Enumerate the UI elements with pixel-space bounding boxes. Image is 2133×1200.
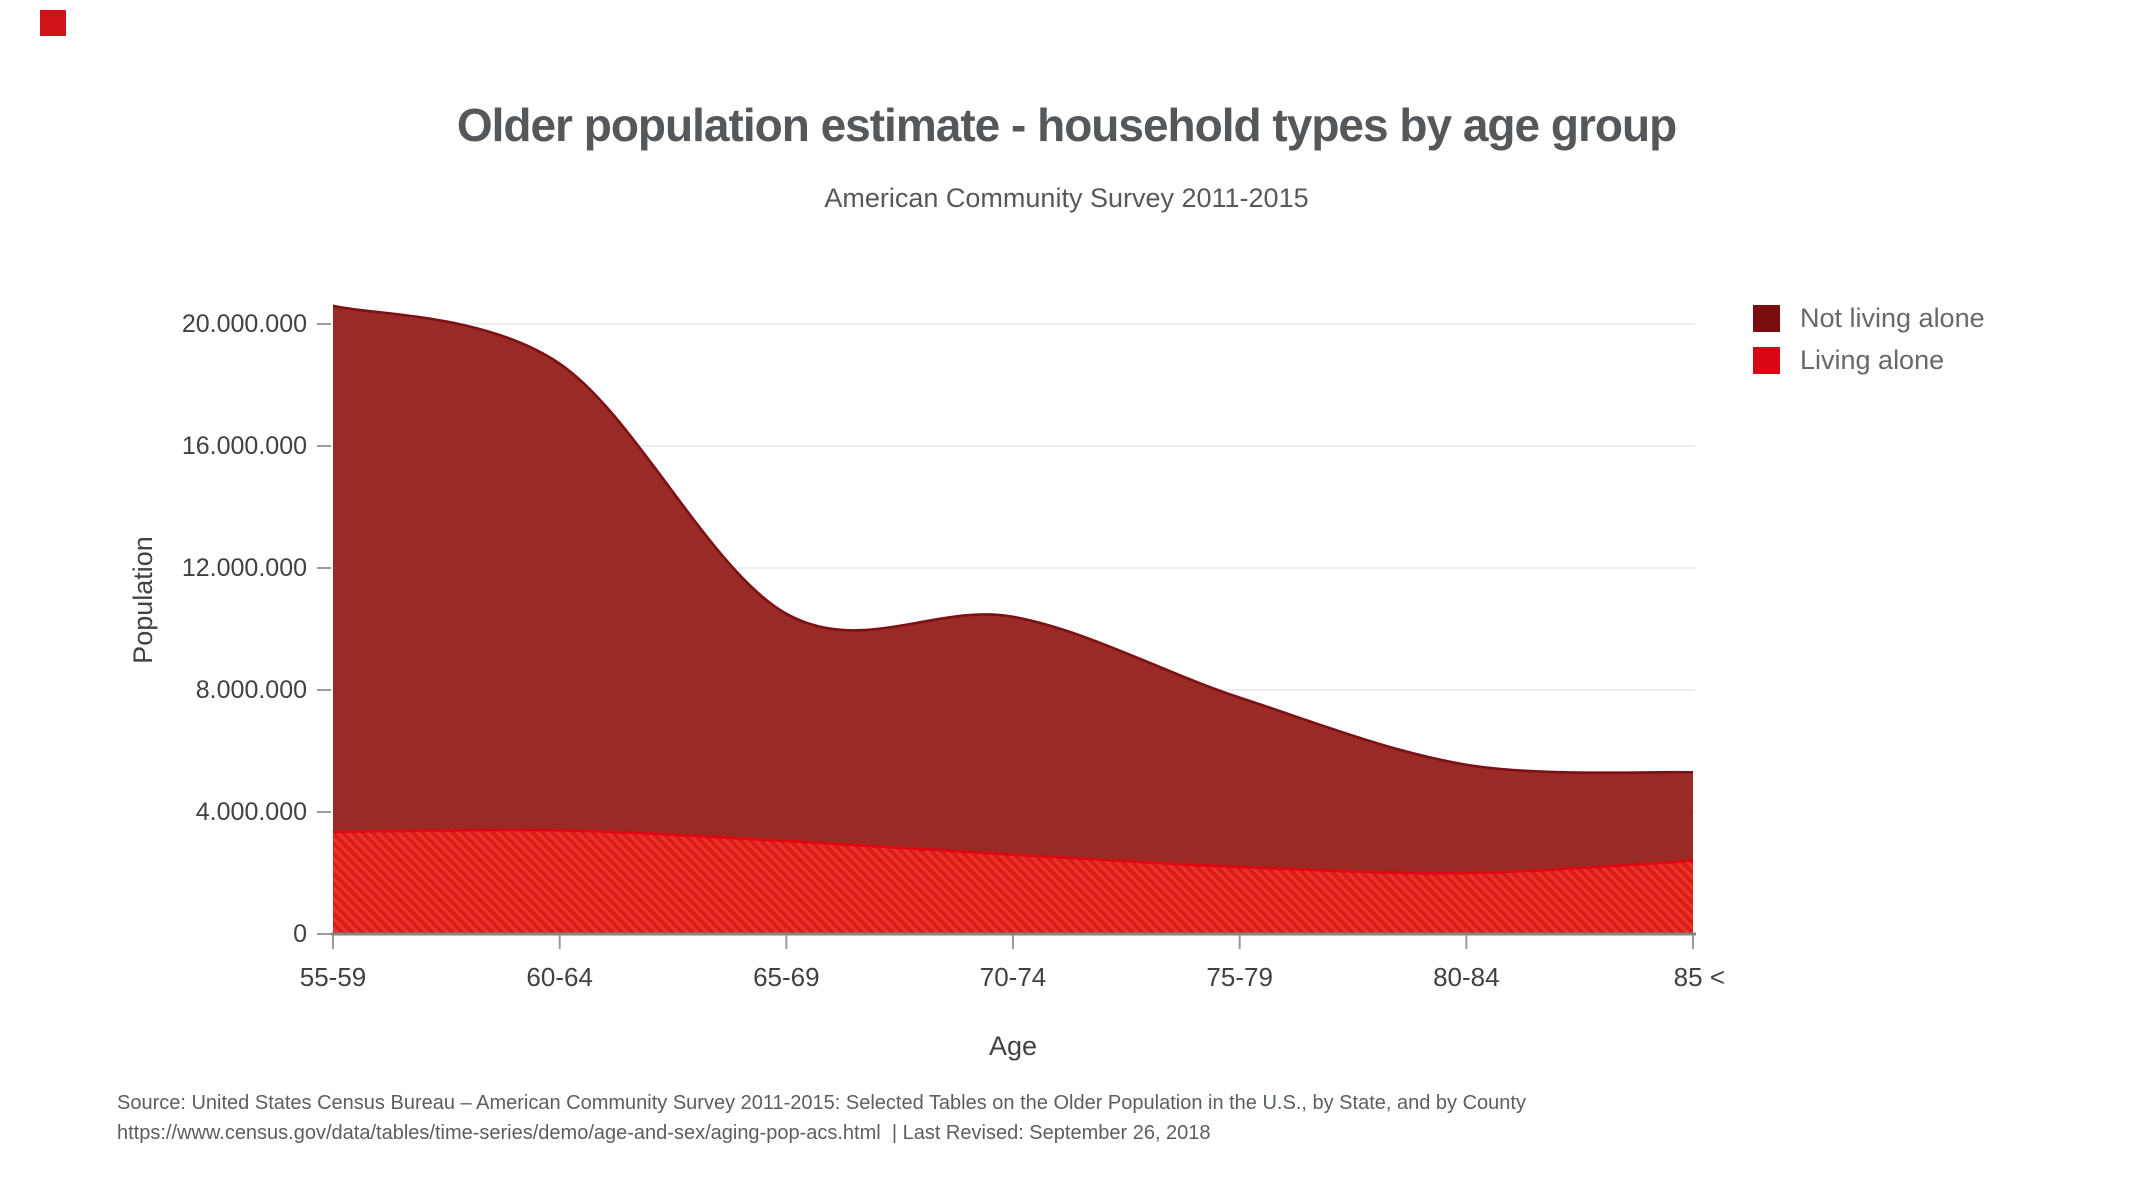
x-tick-label: 85 < <box>1674 962 1725 992</box>
legend-label: Living alone <box>1800 345 1945 375</box>
y-tick-label: 12.000.000 <box>182 554 307 582</box>
y-tick-label: 20.000.000 <box>182 310 307 338</box>
source-line-2: https://www.census.gov/data/tables/time-… <box>117 1122 1211 1144</box>
chart-subtitle: American Community Survey 2011-2015 <box>824 183 1309 213</box>
area-not-living-alone[interactable] <box>333 305 1693 934</box>
source-line-1: Source: United States Census Bureau – Am… <box>117 1092 1526 1114</box>
legend-item-living-alone[interactable]: Living alone <box>1753 345 1985 376</box>
red-corner-badge <box>40 10 66 36</box>
y-tick-label: 4.000.000 <box>196 798 307 826</box>
area-living-alone[interactable] <box>333 829 1693 934</box>
x-tick-label: 60-64 <box>526 962 593 992</box>
line-living-alone <box>332 828 1694 875</box>
legend-label: Not living alone <box>1800 303 1985 333</box>
x-tick-label: 80-84 <box>1433 962 1500 992</box>
x-axis-title: Age <box>989 1031 1037 1061</box>
x-tick-label: 70-74 <box>980 962 1047 992</box>
legend-swatch-not-living-alone <box>1753 305 1780 332</box>
line-not-living-alone <box>332 304 1694 775</box>
y-tick-label: 16.000.000 <box>182 432 307 460</box>
x-tick-label: 75-79 <box>1206 962 1273 992</box>
source-note: Source: United States Census Bureau – Am… <box>117 1088 1526 1148</box>
y-axis-title: Population <box>128 536 158 664</box>
y-tick-label: 0 <box>293 920 307 948</box>
chart-title: Older population estimate - household ty… <box>456 99 1677 151</box>
y-tick-label: 8.000.000 <box>196 676 307 704</box>
x-tick-label: 65-69 <box>753 962 820 992</box>
legend: Not living alone Living alone <box>1753 303 1985 376</box>
legend-swatch-living-alone <box>1753 347 1780 374</box>
x-tick-label: 55-59 <box>300 962 367 992</box>
legend-item-not-living-alone[interactable]: Not living alone <box>1753 303 1985 334</box>
